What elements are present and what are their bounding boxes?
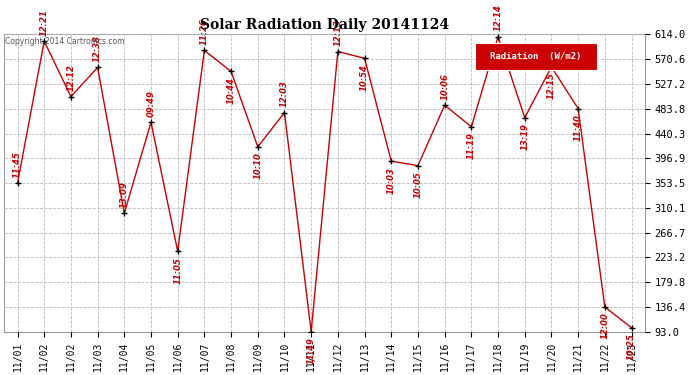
Text: 12:03: 12:03 <box>280 80 289 107</box>
Text: 13:09: 13:09 <box>120 181 129 208</box>
Text: 12:13: 12:13 <box>333 19 342 46</box>
Text: 12:38: 12:38 <box>93 35 102 62</box>
Text: 11:19: 11:19 <box>467 132 476 159</box>
Text: 12:15: 12:15 <box>547 72 556 99</box>
Text: 12:00: 12:00 <box>600 312 609 339</box>
Text: 10:44: 10:44 <box>226 77 235 104</box>
Text: 10:05: 10:05 <box>413 171 422 198</box>
Text: 10:25: 10:25 <box>627 333 636 360</box>
Text: 10:54: 10:54 <box>360 64 369 91</box>
Text: 11:40: 11:40 <box>573 114 582 141</box>
Text: 10:03: 10:03 <box>387 166 396 194</box>
Text: 10:06: 10:06 <box>440 73 449 100</box>
Text: 11:26: 11:26 <box>200 18 209 45</box>
Text: 11:49: 11:49 <box>306 337 315 364</box>
Text: 09:49: 09:49 <box>146 90 155 117</box>
Text: Copyright 2014 Cartronics.com: Copyright 2014 Cartronics.com <box>5 38 124 46</box>
Text: 13:19: 13:19 <box>520 123 529 150</box>
Title: Solar Radiation Daily 20141124: Solar Radiation Daily 20141124 <box>200 18 449 32</box>
Text: 11:45: 11:45 <box>13 151 22 177</box>
Text: 11:05: 11:05 <box>173 257 182 284</box>
Text: 12:21: 12:21 <box>40 9 49 36</box>
Text: 10:10: 10:10 <box>253 152 262 179</box>
Text: 12:14: 12:14 <box>493 4 502 31</box>
Text: 12:12: 12:12 <box>66 64 75 91</box>
